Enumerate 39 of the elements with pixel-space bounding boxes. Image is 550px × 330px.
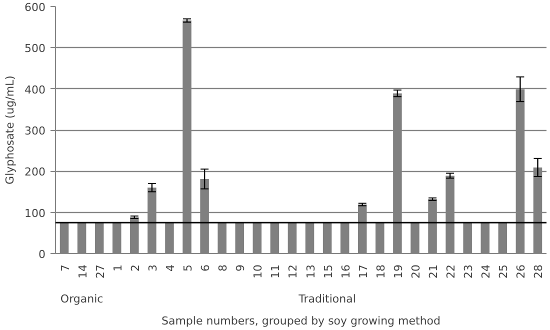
x-tick-label: 14: [76, 264, 90, 278]
y-tick-label: 200: [24, 166, 46, 179]
x-tick-label: 2: [128, 264, 142, 272]
x-tick-label: 9: [234, 264, 248, 272]
x-tick-label: 6: [199, 264, 212, 272]
x-tick-label: 7: [58, 264, 72, 272]
y-tick-label: 400: [24, 83, 46, 96]
y-axis-title: Glyphosate (ug/mL): [4, 76, 17, 184]
x-tick-label: 13: [304, 264, 318, 278]
x-tick-label: 28: [532, 264, 546, 278]
x-tick-label: 8: [216, 264, 230, 272]
x-tick-label: 3: [146, 264, 160, 272]
x-tick-label: 15: [322, 264, 335, 278]
x-tick-label: 5: [182, 264, 195, 272]
x-tick-label: 17: [356, 264, 370, 278]
x-tick-label: 27: [94, 264, 107, 278]
x-tick-label: 4: [164, 264, 177, 272]
x-tick-label: 12: [286, 264, 300, 278]
x-tick-label: 22: [444, 264, 458, 278]
x-tick-label: 16: [339, 264, 352, 278]
text: Organic: [60, 292, 104, 306]
y-tick-label: 600: [24, 1, 46, 14]
x-tick-label: 1: [111, 264, 124, 272]
y-tick-label: 300: [24, 124, 46, 138]
x-tick-label: 10: [252, 264, 265, 278]
x-tick-label: 21: [427, 264, 440, 278]
x-tick-label: 24: [480, 264, 493, 278]
y-tick-label: 100: [24, 206, 46, 220]
x-axis-title: Sample numbers, grouped by soy growing method: [161, 314, 441, 328]
x-tick-label: 11: [269, 264, 282, 278]
x-tick-label: 18: [374, 264, 388, 278]
x-tick-label: 19: [392, 264, 405, 278]
y-tick-label: 0: [38, 248, 46, 261]
x-tick-label: 26: [514, 264, 528, 278]
x-tick-label: 25: [497, 264, 510, 278]
text: Traditional: [298, 292, 356, 306]
x-tick-label: 20: [409, 264, 422, 278]
y-tick-label: 500: [24, 42, 46, 56]
x-tick-label: 23: [462, 264, 476, 278]
